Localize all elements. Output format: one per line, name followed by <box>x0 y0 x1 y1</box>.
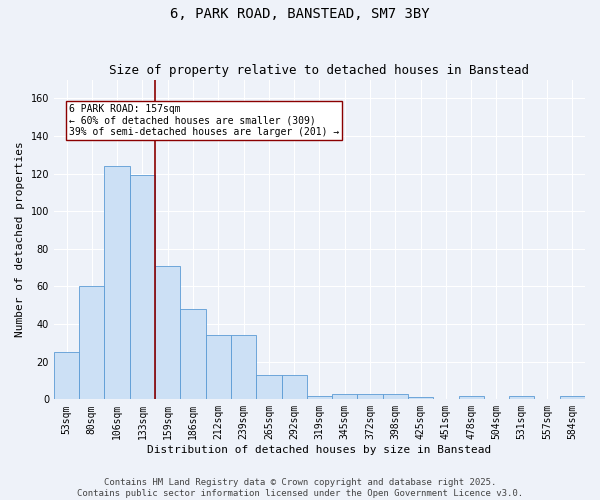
Bar <box>104 166 130 400</box>
Bar <box>54 352 79 400</box>
Bar <box>332 394 358 400</box>
Bar <box>383 394 408 400</box>
Title: Size of property relative to detached houses in Banstead: Size of property relative to detached ho… <box>109 64 529 77</box>
Text: Contains HM Land Registry data © Crown copyright and database right 2025.
Contai: Contains HM Land Registry data © Crown c… <box>77 478 523 498</box>
Bar <box>560 396 585 400</box>
Bar <box>256 375 281 400</box>
Bar <box>79 286 104 400</box>
Bar <box>458 396 484 400</box>
Bar <box>307 396 332 400</box>
Bar <box>358 394 383 400</box>
Text: 6 PARK ROAD: 157sqm
← 60% of detached houses are smaller (309)
39% of semi-detac: 6 PARK ROAD: 157sqm ← 60% of detached ho… <box>69 104 340 137</box>
Bar <box>281 375 307 400</box>
Bar <box>509 396 535 400</box>
Bar <box>206 336 231 400</box>
Bar <box>231 336 256 400</box>
Bar <box>181 309 206 400</box>
Text: 6, PARK ROAD, BANSTEAD, SM7 3BY: 6, PARK ROAD, BANSTEAD, SM7 3BY <box>170 8 430 22</box>
Y-axis label: Number of detached properties: Number of detached properties <box>15 142 25 338</box>
Bar <box>155 266 181 400</box>
Bar <box>130 176 155 400</box>
Bar <box>408 398 433 400</box>
X-axis label: Distribution of detached houses by size in Banstead: Distribution of detached houses by size … <box>148 445 491 455</box>
